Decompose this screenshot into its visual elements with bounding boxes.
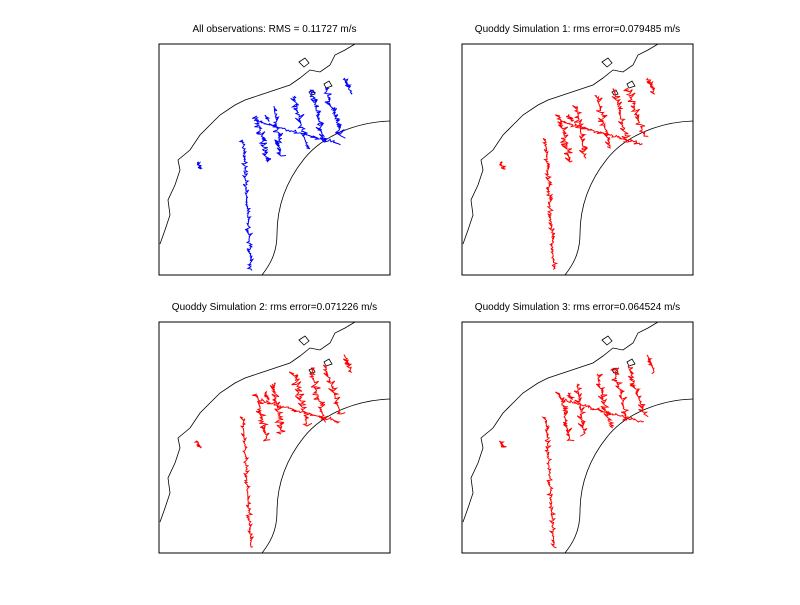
velocity-vectors (309, 89, 328, 143)
panel-frame (158, 321, 391, 554)
island (323, 80, 333, 89)
velocity-vectors (238, 139, 255, 271)
island (298, 335, 310, 346)
velocity-vectors (498, 440, 507, 448)
velocity-vectors (627, 365, 649, 418)
map-content (462, 322, 693, 553)
velocity-vectors (263, 390, 270, 401)
panel-title: All observations: RMS = 0.11727 m/s (192, 24, 356, 35)
velocity-vectors (541, 416, 557, 549)
velocity-vectors (252, 393, 271, 442)
coastline (159, 44, 356, 245)
coastline (261, 398, 390, 553)
coastline (462, 44, 659, 245)
velocity-vectors (344, 79, 353, 88)
map-content (159, 322, 390, 553)
island (601, 57, 613, 68)
panel-frame (461, 321, 694, 554)
map-content (159, 44, 390, 275)
velocity-vectors (193, 440, 202, 449)
velocity-vectors (251, 115, 272, 163)
velocity-vectors (554, 114, 573, 163)
map-content (462, 44, 693, 275)
velocity-vectors (308, 367, 328, 423)
velocity-vectors (343, 358, 350, 367)
panel-frame (461, 43, 694, 276)
velocity-vectors (288, 371, 313, 427)
island (611, 367, 619, 374)
velocity-vectors (290, 95, 311, 150)
panel-title: Quoddy Simulation 2: rms error=0.071226 … (172, 302, 377, 313)
map-panel: Quoddy Simulation 1: rms error=0.079485 … (461, 24, 694, 276)
velocity-vectors (566, 114, 575, 122)
island (626, 80, 636, 89)
velocity-vectors (323, 87, 346, 139)
velocity-vectors (566, 392, 576, 400)
velocity-vectors (322, 364, 346, 415)
velocity-vectors (609, 367, 630, 421)
velocity-vectors (645, 77, 656, 95)
velocity-vectors (573, 383, 588, 437)
panel-title: Quoddy Simulation 1: rms error=0.079485 … (475, 24, 680, 35)
velocity-vectors (271, 106, 286, 157)
coastline (261, 120, 390, 275)
velocity-vectors (239, 416, 254, 548)
velocity-vectors (258, 120, 341, 146)
velocity-vectors (623, 87, 649, 137)
velocity-vectors (572, 105, 588, 159)
map-panel: Quoddy Simulation 3: rms error=0.064524 … (461, 302, 694, 554)
velocity-vectors (646, 80, 654, 89)
velocity-vectors (594, 94, 611, 149)
panel-frame (158, 43, 391, 276)
velocity-vectors (264, 114, 271, 122)
velocity-vectors (342, 77, 353, 95)
velocity-vectors (611, 88, 632, 143)
map-panel: All observations: RMS = 0.11727 m/s (158, 24, 391, 276)
island (308, 367, 316, 374)
panel-title: Quoddy Simulation 3: rms error=0.064524 … (475, 302, 680, 313)
velocity-vectors (647, 358, 653, 366)
island (323, 358, 333, 367)
velocity-vectors (560, 119, 643, 146)
velocity-vectors (561, 398, 644, 423)
island (626, 358, 636, 367)
velocity-vectors (499, 161, 507, 170)
velocity-vectors (342, 354, 353, 374)
velocity-vectors (196, 161, 203, 170)
island (298, 57, 310, 68)
island (601, 335, 613, 346)
coastline (564, 398, 693, 553)
velocity-vectors (554, 391, 575, 442)
velocity-vectors (595, 373, 615, 429)
coastline (159, 322, 356, 523)
velocity-vectors (269, 382, 286, 435)
velocity-vectors (258, 398, 341, 424)
map-panel: Quoddy Simulation 2: rms error=0.071226 … (158, 302, 391, 554)
velocity-vectors (541, 137, 559, 271)
coastline (462, 322, 659, 523)
coastline (564, 120, 693, 275)
